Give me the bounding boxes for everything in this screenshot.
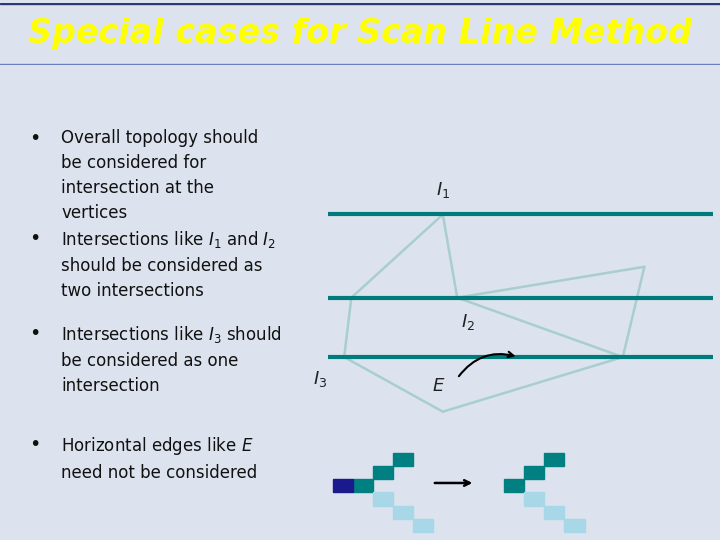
Text: •: • — [29, 129, 40, 148]
Text: Intersections like $I_3$ should
be considered as one
intersection: Intersections like $I_3$ should be consi… — [61, 324, 282, 395]
Bar — [373, 492, 393, 506]
Bar — [0, 3, 720, 4]
Bar — [0, 64, 720, 65]
Bar — [504, 479, 524, 492]
Text: Overall topology should
be considered for
intersection at the
vertices: Overall topology should be considered fo… — [61, 129, 258, 222]
Bar — [413, 519, 433, 532]
Text: •: • — [29, 324, 40, 343]
Bar — [333, 479, 353, 492]
Text: $I_3$: $I_3$ — [313, 369, 328, 389]
Text: Horizontal edges like $E$
need not be considered: Horizontal edges like $E$ need not be co… — [61, 435, 258, 482]
Bar — [524, 466, 544, 479]
Bar — [564, 519, 585, 532]
Text: $I_2$: $I_2$ — [461, 312, 475, 332]
Text: $E$: $E$ — [432, 376, 446, 395]
Text: Intersections like $I_1$ and $I_2$
should be considered as
two intersections: Intersections like $I_1$ and $I_2$ shoul… — [61, 229, 276, 300]
Text: •: • — [29, 435, 40, 455]
Bar — [524, 492, 544, 506]
Bar — [393, 506, 413, 519]
Bar — [353, 479, 373, 492]
Text: •: • — [29, 229, 40, 248]
Text: $I_1$: $I_1$ — [436, 180, 450, 200]
Bar — [544, 453, 564, 466]
Text: Special cases for Scan Line Method: Special cases for Scan Line Method — [28, 17, 692, 50]
Bar — [393, 453, 413, 466]
Bar — [544, 506, 564, 519]
Bar — [373, 466, 393, 479]
